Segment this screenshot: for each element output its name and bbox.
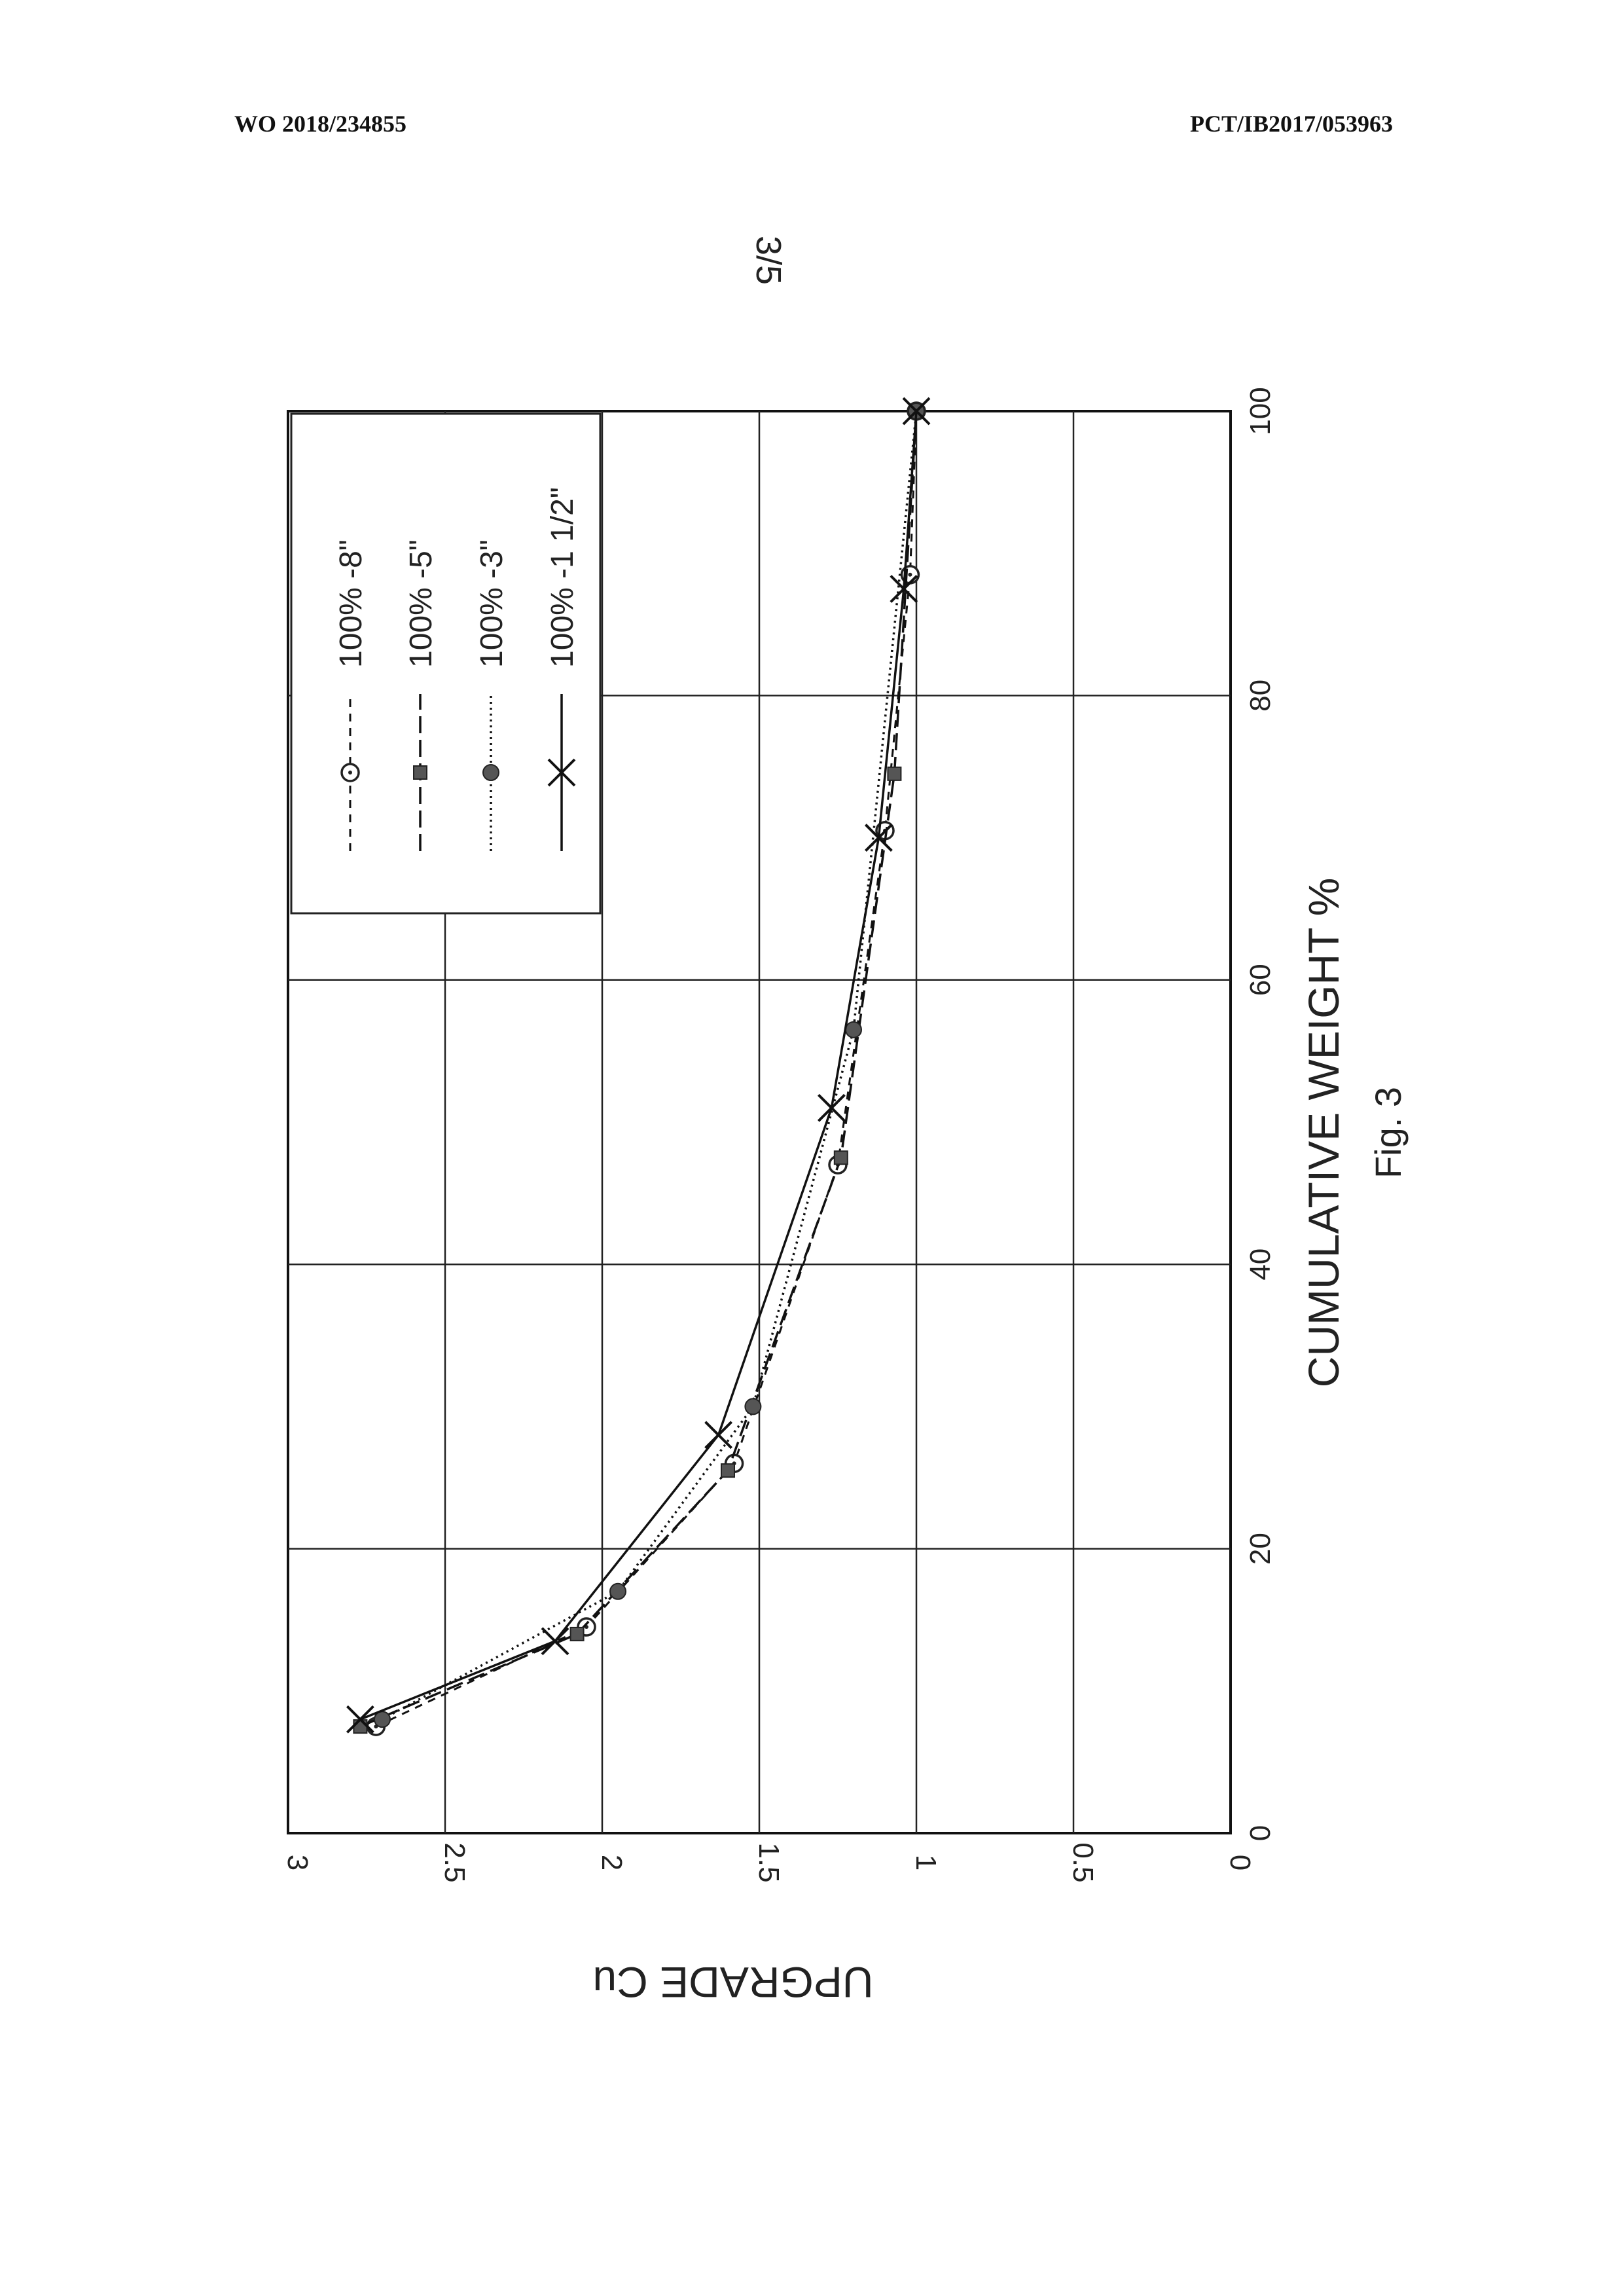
legend-label: 100% -8"	[334, 539, 369, 668]
legend-entry-2: 100% -5"	[404, 539, 439, 851]
marker-x-b	[902, 397, 931, 426]
marker-center-dot	[348, 771, 352, 774]
x-tick-label: 60	[1244, 964, 1276, 996]
legend-label: 100% -1 1/2"	[545, 487, 580, 668]
marker-filled-circle	[845, 1021, 862, 1038]
grid	[288, 411, 1231, 1833]
x-tick-label: 0	[1244, 1825, 1276, 1841]
marker-square	[721, 1463, 735, 1478]
series-line	[359, 410, 918, 1728]
legend-label: 100% -5"	[404, 539, 439, 668]
publication-number: WO 2018/234855	[234, 111, 407, 137]
marker-x-b	[817, 1093, 846, 1122]
x-tick-label: 100	[1244, 387, 1276, 435]
x-tick-label: 40	[1244, 1248, 1276, 1281]
marker-square	[353, 1719, 368, 1734]
marker-square	[887, 766, 902, 781]
legend-entry-3: 100% -3"	[475, 539, 509, 851]
marker-x-b	[704, 1421, 733, 1449]
marker-center-dot	[908, 572, 912, 577]
marker-square	[569, 1626, 585, 1641]
legend-box	[290, 412, 602, 915]
application-number: PCT/IB2017/053963	[1189, 111, 1393, 137]
marker-x-b	[547, 758, 576, 787]
series-4	[346, 397, 931, 1734]
y-tick-label: 0.5	[1067, 1842, 1099, 1882]
marker-filled-circle	[744, 1398, 762, 1415]
legend-entry-4: 100% -1 1/2"	[545, 487, 580, 851]
marker-square	[413, 765, 427, 780]
legend-entry-1: 100% -8"	[334, 539, 369, 851]
x-axis-label: CUMULATIVE WEIGHT %	[1299, 878, 1348, 1388]
y-tick-label: 1	[910, 1855, 942, 1870]
marker-x-b	[890, 575, 918, 603]
y-tick-label: 2	[596, 1855, 628, 1870]
marker-filled-circle	[482, 764, 499, 781]
marker-x-b	[541, 1627, 569, 1656]
marker-square	[833, 1150, 848, 1165]
marker-filled-circle	[609, 1582, 626, 1600]
marker-x-b	[346, 1705, 374, 1734]
series	[346, 397, 931, 1736]
x-tick-label: 20	[1244, 1533, 1276, 1565]
series-2	[353, 404, 924, 1734]
legend-label: 100% -3"	[475, 539, 509, 668]
y-tick-label: 1.5	[753, 1842, 785, 1882]
y-tick-label: 3	[281, 1855, 314, 1870]
y-axis-label: UPGRADE Cu	[592, 1958, 873, 2007]
figure-caption: Fig. 3	[1367, 1087, 1409, 1178]
legend: 100% -8" 100% -5" 100% -3" 100% -1 1/2"	[290, 412, 602, 915]
marker-x-b	[864, 824, 893, 852]
y-tick-label: 0	[1224, 1855, 1256, 1870]
y-tick-label: 2.5	[439, 1842, 471, 1882]
tick-labels: 0 20 40 60 80 100 0 0.5 1 1.5 2 2.5 3	[281, 387, 1276, 1882]
x-tick-label: 80	[1244, 680, 1276, 712]
